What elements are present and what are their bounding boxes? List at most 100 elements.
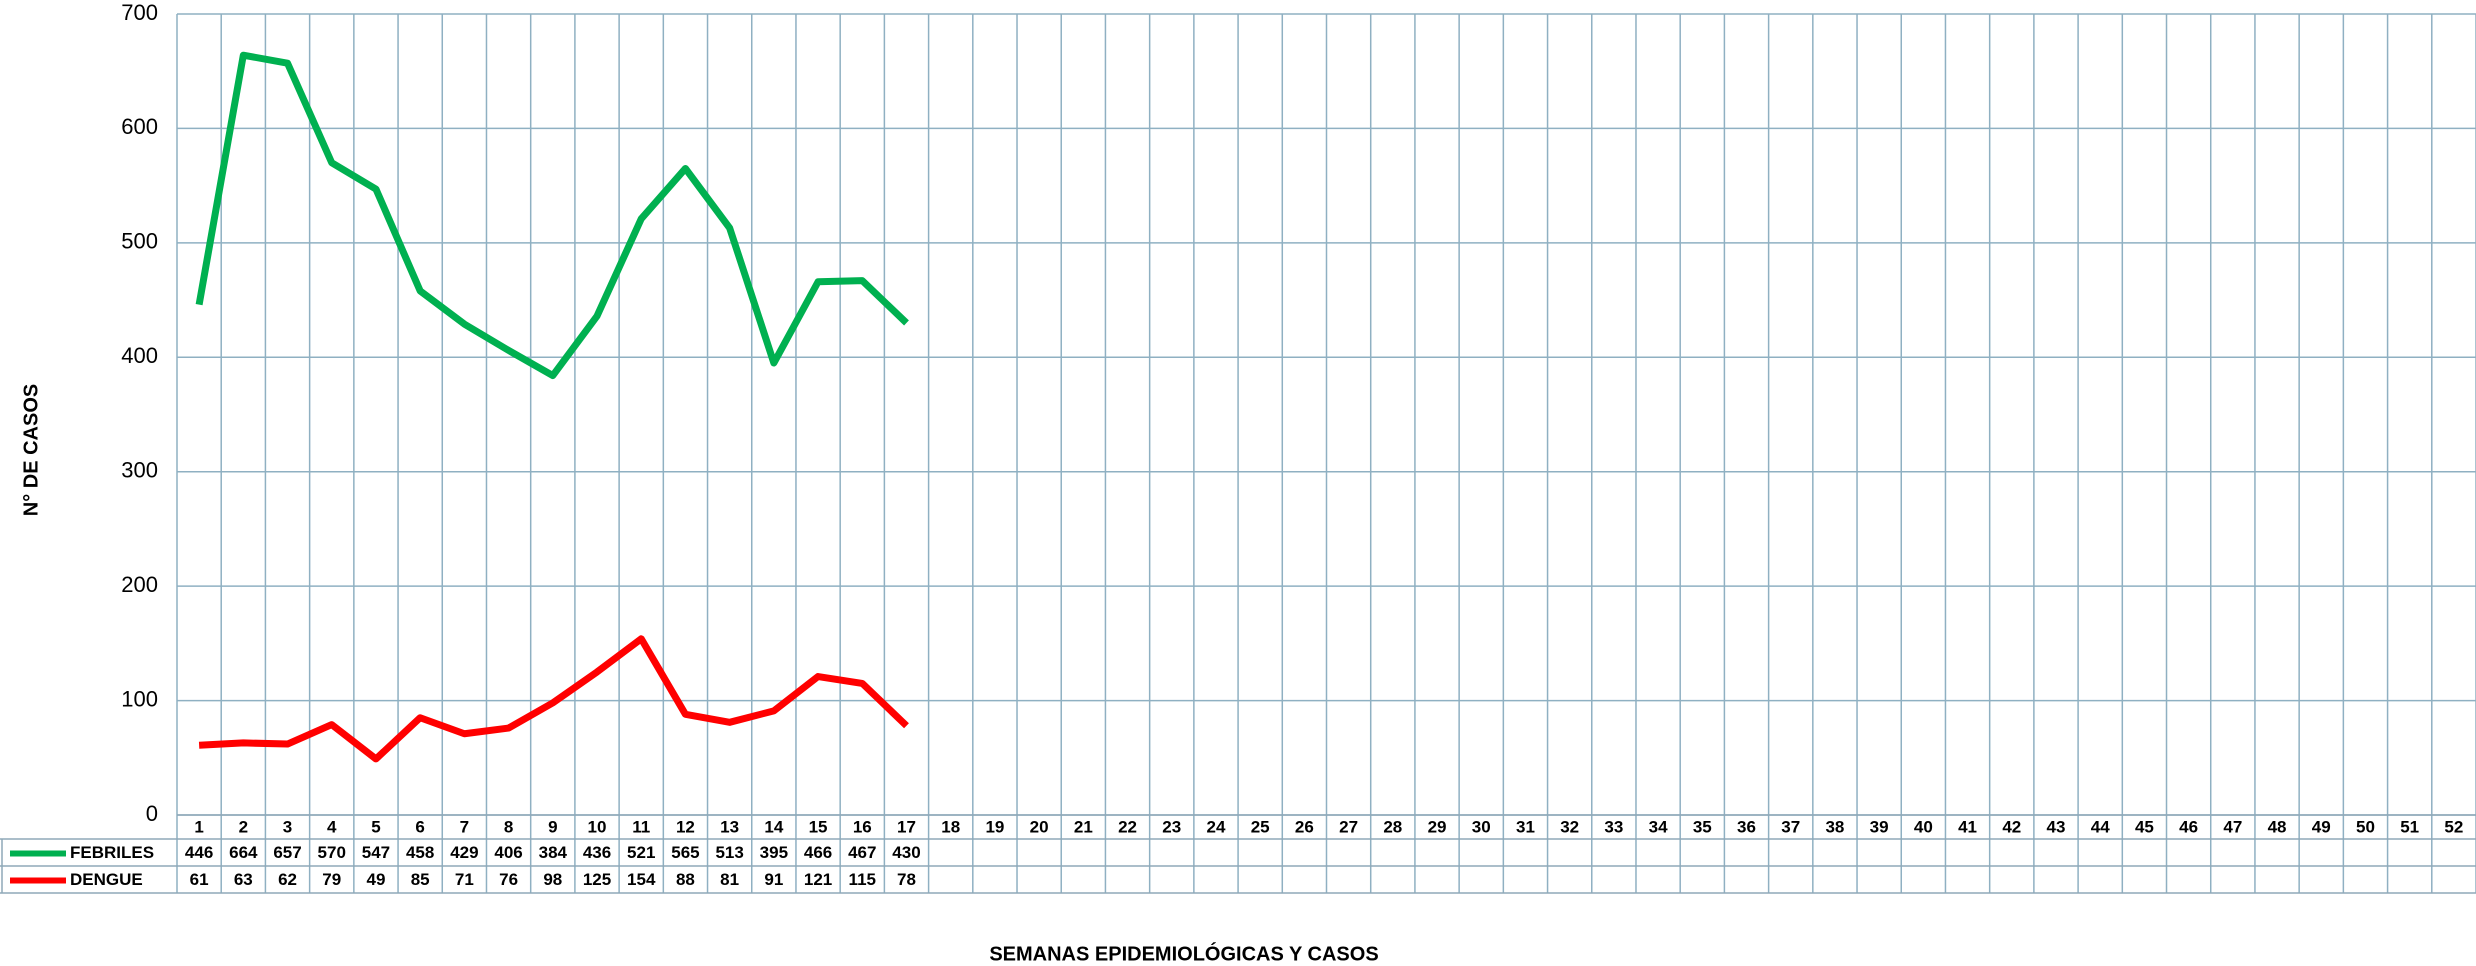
table-value: 429	[450, 843, 478, 862]
x-tick-label: 34	[1649, 817, 1668, 836]
table-value: 88	[676, 870, 695, 889]
x-tick-label: 48	[2268, 817, 2287, 836]
y-axis-title: N° DE CASOS	[20, 384, 42, 516]
table-value: 565	[671, 843, 699, 862]
x-tick-label: 3	[283, 817, 292, 836]
x-tick-label: 45	[2135, 817, 2154, 836]
table-value: 125	[583, 870, 611, 889]
table-value: 76	[499, 870, 518, 889]
x-tick-label: 49	[2312, 817, 2331, 836]
table-value: 466	[804, 843, 832, 862]
table-value: 71	[455, 870, 474, 889]
x-tick-label: 30	[1472, 817, 1491, 836]
x-tick-label: 19	[985, 817, 1004, 836]
table-value: 79	[322, 870, 341, 889]
table-value: 513	[715, 843, 743, 862]
x-tick-label: 17	[897, 817, 916, 836]
table-value: 467	[848, 843, 876, 862]
table-value: 49	[366, 870, 385, 889]
table-value: 521	[627, 843, 655, 862]
x-tick-label: 16	[853, 817, 872, 836]
y-tick-label: 0	[146, 801, 158, 826]
x-tick-label: 32	[1560, 817, 1579, 836]
x-tick-label: 1	[194, 817, 203, 836]
x-tick-label: 27	[1339, 817, 1358, 836]
x-tick-label: 22	[1118, 817, 1137, 836]
y-tick-label: 200	[121, 572, 158, 597]
y-tick-label: 400	[121, 343, 158, 368]
table-value: 384	[539, 843, 568, 862]
x-tick-label: 4	[327, 817, 337, 836]
x-tick-label: 28	[1383, 817, 1402, 836]
x-tick-label: 37	[1781, 817, 1800, 836]
x-tick-label: 7	[460, 817, 469, 836]
table-value: 436	[583, 843, 611, 862]
x-axis-title: SEMANAS EPIDEMIOLÓGICAS Y CASOS	[989, 941, 1378, 965]
x-tick-label: 15	[809, 817, 828, 836]
table-value: 570	[318, 843, 346, 862]
x-tick-label: 12	[676, 817, 695, 836]
table-value: 98	[543, 870, 562, 889]
x-tick-label: 24	[1207, 817, 1226, 836]
x-tick-label: 39	[1870, 817, 1889, 836]
table-value: 81	[720, 870, 739, 889]
table-value: 446	[185, 843, 213, 862]
table-value: 154	[627, 870, 656, 889]
x-tick-label: 11	[632, 817, 650, 836]
table-value: 85	[411, 870, 430, 889]
y-tick-label: 500	[121, 229, 158, 254]
x-tick-label: 29	[1428, 817, 1447, 836]
series-line	[195, 51, 909, 380]
x-tick-label: 25	[1251, 817, 1270, 836]
x-tick-label: 9	[548, 817, 557, 836]
table-value: 547	[362, 843, 390, 862]
table-value: 395	[760, 843, 788, 862]
table-value: 78	[897, 870, 916, 889]
y-tick-label: 600	[121, 114, 158, 139]
x-tick-label: 21	[1074, 817, 1093, 836]
table-value: 63	[234, 870, 253, 889]
y-tick-label: 700	[121, 0, 158, 25]
y-tick-label: 300	[121, 458, 158, 483]
x-tick-label: 6	[415, 817, 424, 836]
x-tick-label: 35	[1693, 817, 1712, 836]
legend-label: FEBRILES	[70, 843, 154, 862]
x-tick-label: 8	[504, 817, 513, 836]
x-tick-label: 50	[2356, 817, 2375, 836]
x-tick-label: 23	[1162, 817, 1181, 836]
x-tick-label: 20	[1030, 817, 1049, 836]
table-value: 657	[273, 843, 301, 862]
x-tick-label: 31	[1516, 817, 1535, 836]
x-tick-label: 47	[2223, 817, 2242, 836]
x-tick-label: 10	[588, 817, 607, 836]
table-value: 664	[229, 843, 258, 862]
x-tick-label: 18	[941, 817, 960, 836]
table-value: 115	[849, 870, 876, 889]
x-tick-label: 42	[2002, 817, 2021, 836]
legend-label: DENGUE	[70, 870, 143, 889]
table-value: 91	[764, 870, 783, 889]
table-value: 406	[494, 843, 522, 862]
y-tick-label: 100	[121, 686, 158, 711]
x-tick-label: 41	[1958, 817, 1977, 836]
x-tick-label: 46	[2179, 817, 2198, 836]
x-tick-label: 13	[720, 817, 739, 836]
x-tick-label: 5	[371, 817, 380, 836]
x-tick-label: 38	[1825, 817, 1844, 836]
x-tick-label: 44	[2091, 817, 2110, 836]
x-tick-label: 26	[1295, 817, 1314, 836]
x-tick-label: 40	[1914, 817, 1933, 836]
table-value: 430	[892, 843, 920, 862]
x-tick-label: 52	[2444, 817, 2463, 836]
x-tick-label: 33	[1604, 817, 1623, 836]
x-tick-label: 51	[2400, 817, 2419, 836]
x-tick-label: 14	[764, 817, 783, 836]
table-value: 62	[278, 870, 297, 889]
x-tick-label: 36	[1737, 817, 1756, 836]
table-value: 458	[406, 843, 434, 862]
table-value: 61	[190, 870, 209, 889]
series-line	[198, 635, 909, 763]
x-tick-label: 2	[239, 817, 248, 836]
table-value: 121	[804, 870, 832, 889]
